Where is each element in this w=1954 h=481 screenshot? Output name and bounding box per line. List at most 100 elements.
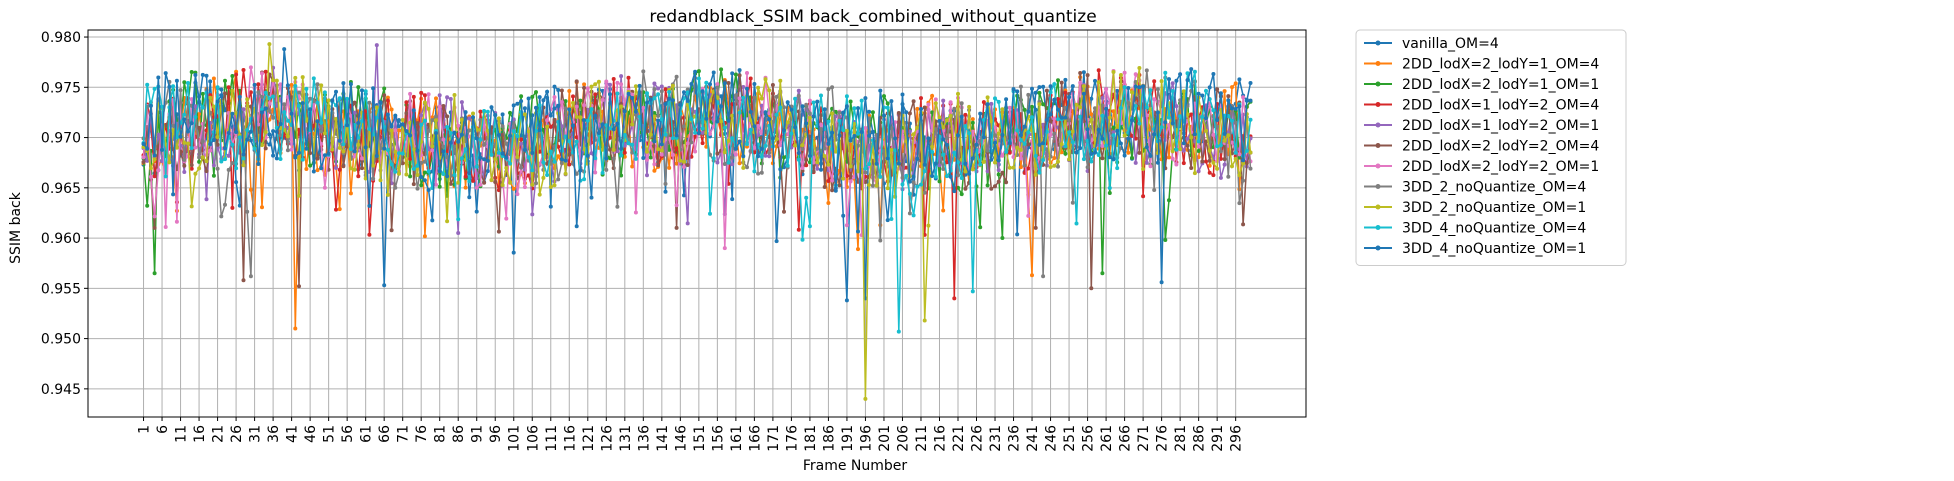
data-point	[1167, 155, 1171, 160]
data-point	[489, 105, 494, 110]
data-point	[593, 156, 598, 161]
data-point	[1241, 95, 1246, 100]
data-point	[1067, 130, 1072, 135]
data-point	[548, 113, 553, 118]
data-point	[337, 96, 342, 101]
data-point	[278, 122, 283, 126]
data-point	[452, 93, 457, 97]
data-point	[315, 168, 320, 173]
plot-frame	[87, 29, 1307, 418]
data-point	[289, 83, 294, 87]
data-point	[1107, 115, 1112, 120]
data-point	[326, 98, 331, 103]
data-point	[211, 173, 216, 178]
data-point	[830, 111, 835, 116]
data-point	[448, 97, 453, 101]
data-point	[1044, 118, 1049, 122]
data-point	[352, 110, 357, 115]
data-point	[1215, 144, 1220, 149]
data-point	[1081, 84, 1086, 89]
data-point	[882, 94, 886, 99]
data-point	[171, 128, 176, 132]
data-point	[641, 105, 646, 110]
data-point	[1030, 273, 1034, 278]
data-point	[863, 96, 868, 101]
data-point	[304, 86, 309, 91]
data-point	[859, 130, 864, 134]
data-point	[1178, 72, 1183, 77]
data-point	[833, 149, 838, 154]
data-point	[530, 94, 535, 99]
data-point	[1122, 70, 1127, 75]
data-point	[1026, 109, 1031, 114]
data-point	[933, 174, 938, 179]
data-point	[215, 166, 220, 171]
data-point	[589, 84, 594, 89]
data-point	[322, 153, 327, 158]
data-point	[293, 84, 298, 88]
data-point	[1215, 118, 1220, 122]
data-point	[271, 78, 276, 83]
data-point	[1070, 140, 1075, 145]
x-tick-label: 186	[821, 425, 837, 452]
data-point	[308, 96, 313, 101]
data-point	[630, 164, 635, 169]
y-tick-label: 0.980	[41, 30, 81, 46]
data-point	[1215, 124, 1220, 129]
x-tick-label: 216	[932, 425, 948, 452]
data-point	[1007, 165, 1012, 170]
data-point	[1030, 115, 1034, 120]
data-point	[582, 118, 587, 123]
data-point	[545, 173, 550, 177]
data-point	[745, 165, 749, 170]
data-point	[437, 184, 442, 189]
data-point	[548, 124, 553, 129]
data-point	[1192, 69, 1197, 74]
x-tick-label: 281	[1173, 425, 1189, 452]
data-point	[700, 130, 705, 135]
data-point	[793, 125, 798, 130]
data-point	[504, 141, 509, 146]
data-point	[689, 140, 694, 145]
data-point	[182, 140, 187, 145]
x-tick-label: 236	[1007, 425, 1023, 452]
data-point	[633, 156, 638, 161]
data-point	[663, 132, 668, 137]
data-point	[1007, 150, 1012, 155]
data-point	[511, 121, 516, 126]
data-point	[360, 88, 364, 93]
data-point	[308, 163, 313, 168]
data-point	[400, 118, 405, 122]
data-point	[1174, 162, 1179, 167]
data-point	[1111, 125, 1116, 130]
data-point	[574, 139, 579, 144]
data-point	[733, 146, 738, 151]
data-point	[1104, 106, 1109, 111]
data-point	[197, 166, 202, 171]
data-point	[659, 84, 664, 89]
data-point	[848, 99, 853, 104]
data-point	[874, 183, 879, 188]
data-point	[297, 103, 301, 108]
data-point	[989, 101, 994, 106]
data-point	[1115, 128, 1120, 133]
data-point	[278, 82, 283, 87]
data-point	[656, 113, 661, 118]
data-point	[1174, 78, 1179, 83]
data-point	[648, 97, 653, 102]
data-point	[267, 132, 272, 137]
data-point	[678, 102, 683, 107]
data-point	[463, 174, 468, 179]
data-point	[145, 146, 150, 151]
data-point	[800, 104, 805, 109]
data-point	[541, 98, 546, 103]
data-point	[1159, 79, 1164, 84]
data-point	[1144, 113, 1149, 118]
data-point	[260, 205, 264, 210]
data-point	[1078, 80, 1083, 85]
data-point	[445, 155, 450, 159]
data-point	[422, 93, 427, 98]
data-point	[441, 149, 446, 154]
data-point	[844, 128, 849, 133]
data-point	[389, 128, 394, 133]
